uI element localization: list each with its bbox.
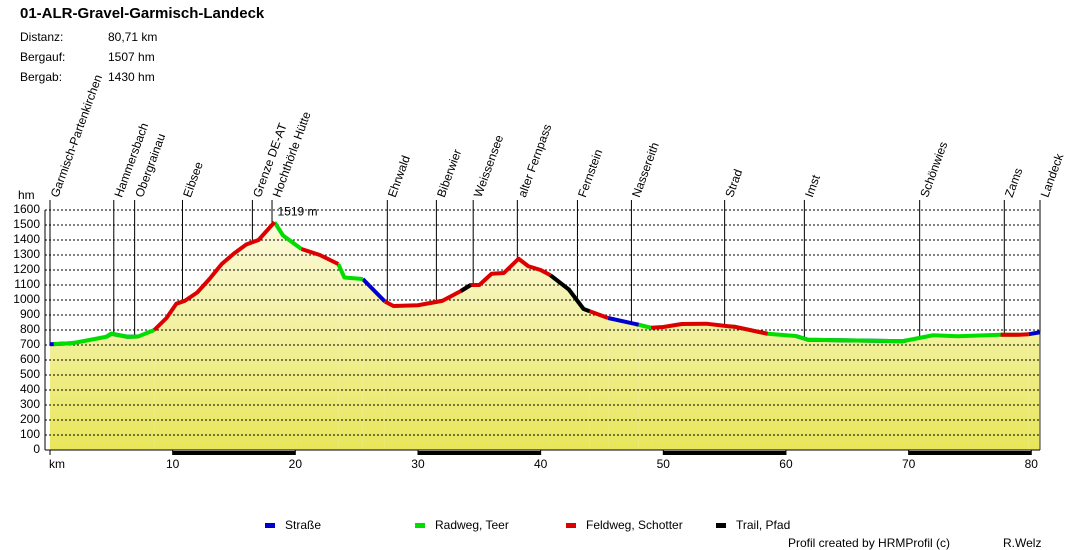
x-tick-label: 60 [779,457,793,471]
waypoint-label: Eibsee [180,160,206,200]
x-tick-label: km [49,457,65,471]
y-tick-label: 600 [20,352,40,366]
stat-value: 1507 hm [108,50,155,64]
profile-line [459,273,591,314]
legend-swatch [716,523,726,528]
legend-label: Trail, Pfad [736,518,790,532]
x-tick-label: 10 [166,457,180,471]
y-tick-label: 1300 [13,247,40,261]
x-tick-label: 40 [534,457,548,471]
legend-swatch [566,523,576,528]
y-tick-label: 400 [20,382,40,396]
legend-label: Straße [285,518,321,532]
y-tick-label: 1000 [13,292,40,306]
footer: Profil created by HRMProfil (c) [788,536,950,550]
profile-line [152,220,1029,337]
stat-label: Distanz: [20,30,63,44]
y-tick-label: 1200 [13,262,40,276]
waypoint-label: Nassereith [629,140,662,199]
y-tick-label: 1100 [14,277,40,291]
x-tick-label: 80 [1025,457,1039,471]
x-tick-label: 30 [411,457,425,471]
stat-value: 80,71 km [108,30,157,44]
y-tick-label: 800 [20,322,40,336]
waypoint-label: alter Fernpass [515,122,554,199]
peak-label: 1519 m [277,204,317,218]
profile-area [53,222,1020,450]
y-axis-label: hm [18,188,35,202]
axis-band [908,451,1032,455]
waypoint-label: Schönwies [917,140,950,199]
y-tick-label: 200 [20,412,40,426]
x-tick-label: 50 [657,457,671,471]
waypoint-label: Ehrwald [385,154,413,200]
y-tick-label: 1500 [13,217,40,231]
chart-title: 01-ALR-Gravel-Garmisch-Landeck [20,5,265,22]
waypoint-label: Weissensee [471,133,507,199]
y-tick-label: 300 [20,397,40,411]
y-tick-label: 700 [20,337,40,351]
waypoint-label: Fernstein [575,147,605,199]
stat-label: Bergauf: [20,50,65,64]
legend-swatch [265,523,275,528]
axis-band [172,451,296,455]
legend-swatch [415,523,425,528]
profile-area [154,222,1029,450]
y-tick-label: 1600 [13,202,40,216]
footer: R.Welz [1003,536,1041,550]
y-tick-label: 900 [20,307,40,321]
stat-value: 1430 hm [108,70,155,84]
waypoint-label: Imst [802,172,823,199]
y-tick-label: 100 [20,427,40,441]
axis-band [417,451,541,455]
profile-area [460,275,590,450]
y-tick-label: 1400 [13,232,40,246]
waypoint-label: Landeck [1038,151,1067,199]
y-tick-label: 500 [20,367,40,381]
waypoint-label: Strad [722,167,745,199]
x-tick-label: 20 [289,457,303,471]
x-tick-label: 70 [902,457,916,471]
waypoint-label: Zams [1002,166,1025,199]
waypoint-label: Biberwier [434,147,464,199]
waypoint-label: Garmisch-Partenkirchen [48,73,105,199]
legend-label: Feldweg, Schotter [586,518,683,532]
y-tick-label: 0 [33,442,40,456]
axis-band [663,451,786,455]
stat-label: Bergab: [20,70,62,84]
legend-label: Radweg, Teer [435,518,509,532]
